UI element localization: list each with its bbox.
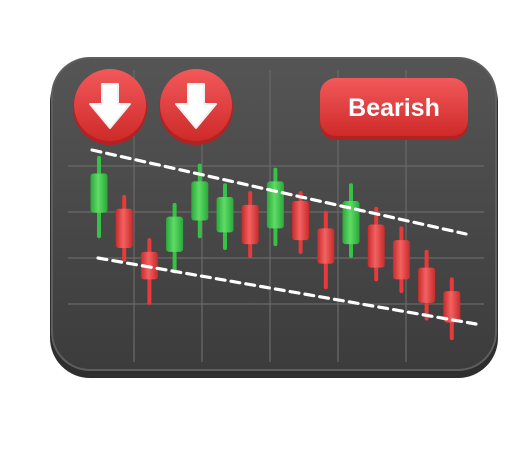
bearish-candle xyxy=(115,195,133,262)
bearish-candle xyxy=(292,191,310,254)
bearish-badge: Bearish xyxy=(320,78,468,140)
candle-body xyxy=(443,291,461,323)
bearish-candle xyxy=(367,206,385,282)
bullish-candle xyxy=(90,155,108,239)
candle-body xyxy=(392,240,410,280)
bearish-candle xyxy=(392,226,410,294)
bearish-candle xyxy=(418,249,436,321)
candle-body xyxy=(191,181,209,221)
candle-body xyxy=(367,224,385,268)
arrow-down-icon xyxy=(175,83,217,129)
candle-body xyxy=(266,181,284,229)
candle-body xyxy=(241,204,259,245)
candle-body xyxy=(166,216,184,252)
badge-label: Bearish xyxy=(348,94,440,122)
bearish-candle xyxy=(443,277,461,341)
bearish-candle xyxy=(317,210,335,290)
down-arrow-button-left[interactable] xyxy=(73,69,147,145)
down-arrow-button-right[interactable] xyxy=(159,69,233,145)
candlestick-series xyxy=(90,155,461,341)
candle-body xyxy=(317,228,335,264)
candle-body xyxy=(292,200,310,241)
candle-body xyxy=(418,267,436,303)
trend-channel xyxy=(90,148,478,326)
candle-body xyxy=(216,197,234,233)
bullish-candle xyxy=(266,167,284,247)
bullish-candle xyxy=(216,183,234,250)
arrow-down-icon xyxy=(89,83,131,129)
candle-body xyxy=(342,200,360,245)
candle-body xyxy=(115,208,133,248)
bullish-candle xyxy=(166,202,184,274)
bullish-candle xyxy=(342,183,360,258)
bearish-candle xyxy=(241,191,259,258)
upper-trendline xyxy=(90,148,468,236)
candle-body xyxy=(90,173,108,213)
bullish-candle xyxy=(191,163,209,239)
lower-trendline xyxy=(96,256,478,326)
